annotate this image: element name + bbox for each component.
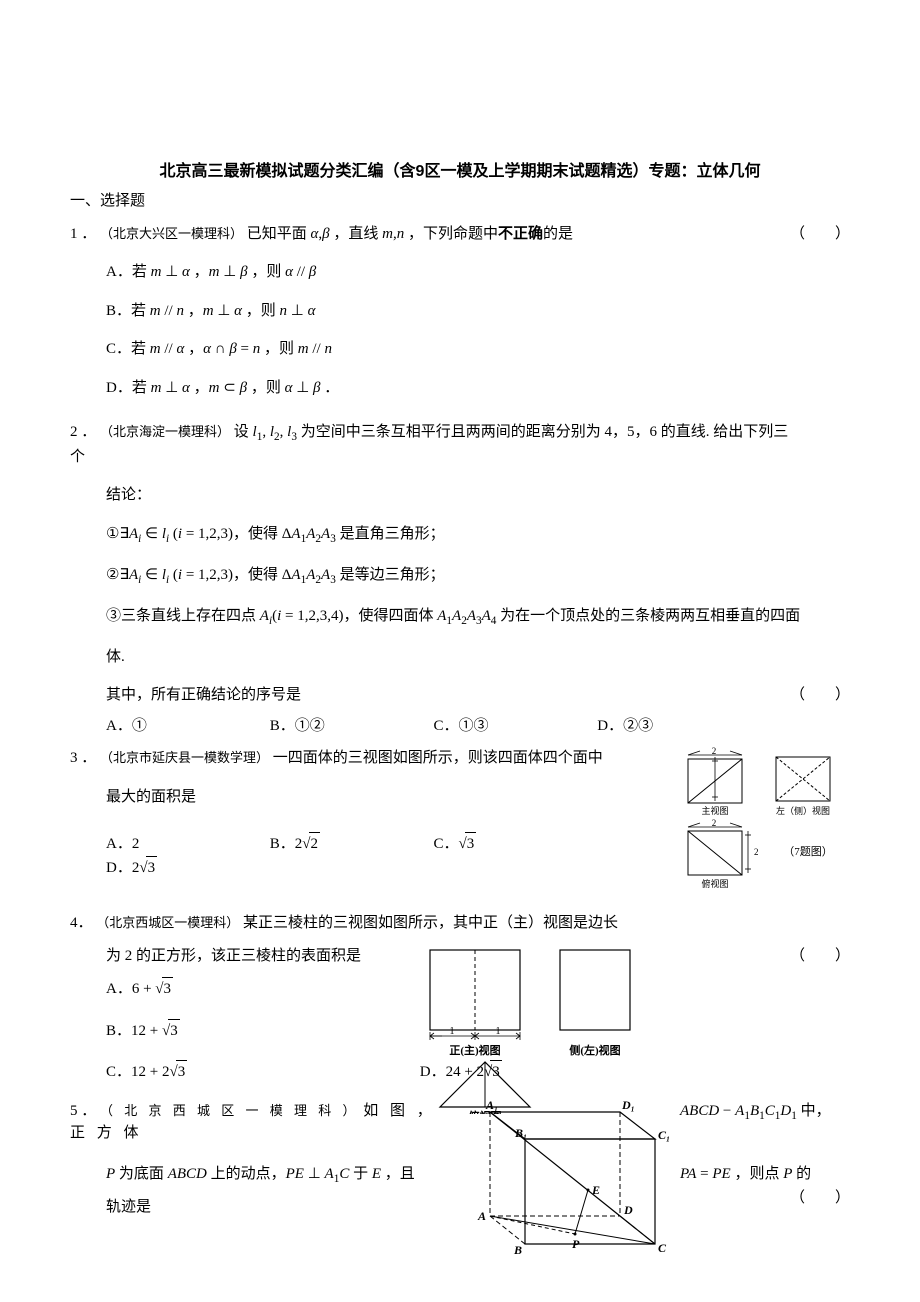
svg-text:1: 1 xyxy=(496,1026,501,1037)
q2-options: A．① B．①② C．①③ D．②③ xyxy=(106,715,850,738)
svg-text:俯视图: 俯视图 xyxy=(701,878,728,889)
q2-option-D: D．②③ xyxy=(597,715,747,738)
svg-text:A: A xyxy=(477,1209,486,1223)
svg-text:（7题图）: （7题图） xyxy=(783,845,833,858)
q1-option-D: D．若 m ⊥ α ，m ⊂ β ，则 α ⊥ β ． xyxy=(106,377,850,400)
q5-figure: A₁ D₁ B₁ C₁ A D B C E P xyxy=(460,1084,680,1264)
answer-blank: （ ） xyxy=(680,1187,850,1210)
q2-ask: 其中，所有正确结论的序号是 （ ） xyxy=(106,684,850,707)
q3-stem-a: 一四面体的三视图如图所示，则该四面体四个面中 xyxy=(273,750,603,766)
answer-blank: （ ） xyxy=(790,945,850,968)
q3-option-D: D．2√3 xyxy=(106,856,256,880)
q2-stem-b: 结论： xyxy=(106,484,850,507)
svg-text:B₁: B₁ xyxy=(514,1126,527,1140)
q4-stem-a: 某正三棱柱的三视图如图所示，其中正（主）视图是边长 xyxy=(243,915,618,931)
q5-right-a: ABCD − A1B1C1D1 中， xyxy=(680,1100,850,1125)
q2-option-C: C．①③ xyxy=(434,715,584,738)
q3-option-C: C．√3 xyxy=(434,832,584,856)
svg-text:正(主)视图: 正(主)视图 xyxy=(449,1043,500,1057)
svg-text:A₁: A₁ xyxy=(485,1098,498,1112)
svg-text:左（侧）视图: 左（侧）视图 xyxy=(776,805,830,816)
svg-text:E: E xyxy=(591,1183,600,1197)
page-title: 北京高三最新模拟试题分类汇编（含9区一模及上学期期末试题精选）专题：立体几何 xyxy=(70,160,850,184)
q1-option-C: C．若 m // α ，α ∩ β = n ，则 m // n xyxy=(106,338,850,361)
q3-source: （北京市延庆县一模数学理） xyxy=(100,750,269,765)
section-heading: 一、选择题 xyxy=(70,190,850,213)
q5-right-b: PA = PE ，则点 P 的 （ ） xyxy=(680,1163,850,1210)
question-2: 2 ． （北京海淀一模理科） 设 l1, l2, l3 为空间中三条互相平行且两… xyxy=(70,421,850,468)
svg-text:2: 2 xyxy=(754,847,759,857)
svg-text:D: D xyxy=(623,1203,633,1217)
q3-option-A: A．2 xyxy=(106,833,256,856)
q2-cond-3b: 体. xyxy=(106,646,850,669)
svg-text:1: 1 xyxy=(450,1026,455,1037)
q3-option-B: B．2√2 xyxy=(270,832,420,856)
q2-option-B: B．①② xyxy=(270,715,420,738)
svg-text:P: P xyxy=(572,1237,580,1251)
q4-option-C: C．12 + 2√3 xyxy=(106,1060,406,1084)
q2-source: （北京海淀一模理科） xyxy=(100,424,230,439)
svg-text:C: C xyxy=(658,1241,667,1255)
answer-blank: （ ） xyxy=(790,684,850,707)
svg-text:主视图: 主视图 xyxy=(701,805,728,816)
q1-number: 1 ． xyxy=(70,226,96,242)
answer-blank: （ ） xyxy=(790,223,850,246)
question-1: 1 ． （北京大兴区一模理科） 已知平面 α,β ，直线 m,n ，下列命题中不… xyxy=(70,223,850,246)
q5-stem-b: P 为底面 ABCD 上的动点，PE ⊥ A1C 于 E ，且 xyxy=(106,1163,476,1188)
q1-option-A: A．若 m ⊥ α ，m ⊥ β ，则 α // β xyxy=(106,261,850,284)
q1-source: （北京大兴区一模理科） xyxy=(100,226,243,241)
q2-option-A: A．① xyxy=(106,715,256,738)
q3-figure: 2 主视图 左（侧）视图 xyxy=(680,747,850,902)
q4-number: 4． xyxy=(70,915,93,931)
q2-number: 2 ． xyxy=(70,424,96,440)
q2-cond-1: ①∃Ai ∈ li (i = 1,2,3)，使得 ΔA1A2A3 是直角三角形； xyxy=(106,523,850,548)
q2-cond-2: ②∃Ai ∈ li (i = 1,2,3)，使得 ΔA1A2A3 是等边三角形； xyxy=(106,564,850,589)
question-3: 3 ． （北京市延庆县一模数学理） 一四面体的三视图如图所示，则该四面体四个面中 xyxy=(70,747,850,770)
q5-source: （ 北 京 西 城 区 一 模 理 科 ） xyxy=(100,1103,360,1118)
svg-text:C₁: C₁ xyxy=(658,1128,670,1142)
svg-text:B: B xyxy=(513,1243,522,1257)
svg-text:D₁: D₁ xyxy=(621,1098,635,1112)
question-4: 4． （北京西城区一模理科） 某正三棱柱的三视图如图所示，其中正（主）视图是边长 xyxy=(70,912,850,935)
svg-text:2: 2 xyxy=(712,818,717,828)
q1-stem: 已知平面 α,β ，直线 m,n ，下列命题中不正确的是 xyxy=(247,226,573,242)
svg-text:侧(左)视图: 侧(左)视图 xyxy=(569,1043,620,1057)
q4-source: （北京西城区一模理科） xyxy=(96,915,239,930)
q3-number: 3 ． xyxy=(70,750,96,766)
question-5: 5 ． （ 北 京 西 城 区 一 模 理 科 ） 如 图 ， 正 方 体 xyxy=(70,1100,440,1145)
q2-cond-3: ③三条直线上存在四点 Ai(i = 1,2,3,4)，使得四面体 A1A2A3A… xyxy=(106,605,850,630)
q5-number: 5 ． xyxy=(70,1103,96,1119)
q1-option-B: B．若 m // n ，m ⊥ α ，则 n ⊥ α xyxy=(106,300,850,323)
q4-stem-line2: 为 2 的正方形，该正三棱柱的表面积是 （ ） xyxy=(106,945,850,968)
